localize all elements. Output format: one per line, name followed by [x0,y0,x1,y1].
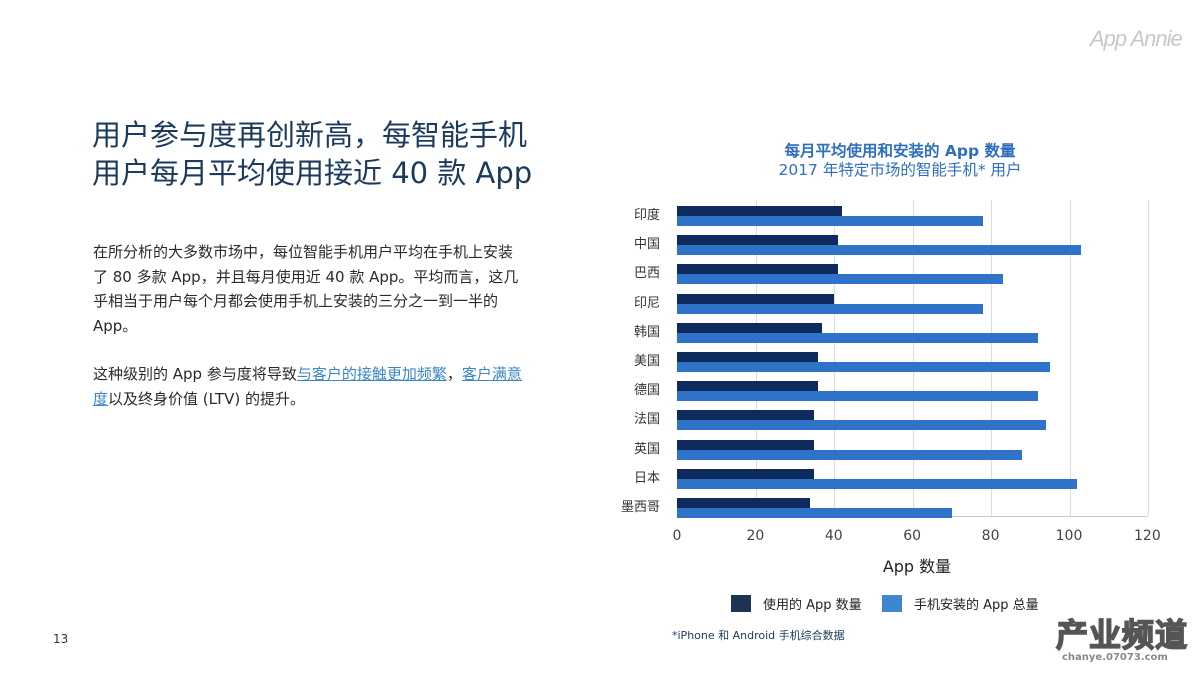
legend-item-used: 使用的 App 数量 [731,594,862,613]
legend-item-installed: 手机安装的 App 总量 [882,594,1039,613]
y-axis-label: 巴西 [633,266,660,282]
chart-title: 每月平均使用和安装的 App 数量 [784,142,1016,160]
x-tick-label: 40 [824,528,843,544]
x-tick-label: 80 [981,528,1000,544]
watermark-url: chanye.07073.com [1062,652,1168,663]
app-annie-logo: App Annie [1090,26,1183,51]
gridline [912,200,914,516]
bar-group [677,261,1148,287]
x-tick-label: 20 [746,528,765,544]
gridline [1148,200,1149,516]
title-line-1: 用户参与度再创新高，每智能手机 [92,118,528,152]
link-customer-satisfaction[interactable]: 客户满意度 [93,365,522,408]
bar-installed [677,420,1046,431]
page-number: 13 [53,632,69,646]
gridline [1069,200,1071,516]
legend-swatch-used [731,595,751,612]
bar-used [677,352,819,362]
y-axis-label: 法国 [633,412,660,428]
bar-group [677,437,1148,463]
y-axis-label: 中国 [633,237,660,253]
body-text: 在所分析的大多数市场中，每位智能手机用户平均在手机上安装了 80 多款 App，… [93,240,523,435]
y-axis-label: 印尼 [633,295,660,311]
bar-group [677,203,1148,229]
footnote: *iPhone 和 Android 手机综合数据 [672,629,845,642]
bar-installed [677,332,1039,343]
bar-installed [677,391,1039,402]
bar-group [677,320,1148,346]
bar-used [677,498,811,508]
y-axis-label: 墨西哥 [620,500,660,515]
bar-group [677,466,1148,492]
x-tick-label: 120 [1134,528,1161,544]
x-axis-label: App 数量 [882,557,952,576]
p2-comma: ， [446,365,462,383]
x-tick-label: 0 [672,528,682,544]
bar-installed [677,362,1050,372]
title-line-2: 用户每月平均使用接近 40 款 App [92,156,533,190]
legend-label-installed: 手机安装的 App 总量 [914,598,1039,613]
legend-label-used: 使用的 App 数量 [763,598,862,613]
link-customer-contact[interactable]: 与客户的接触更加频繁 [296,365,447,383]
bar-used [677,410,815,421]
x-tick-label: 60 [903,528,922,544]
bar-installed [677,274,1003,285]
bar-used [677,322,823,333]
bar-installed [677,508,952,518]
gridline [834,200,835,516]
y-axis-label: 英国 [633,441,660,457]
bar-installed [677,245,1082,256]
bar-group [677,349,1148,375]
gridline [991,200,992,516]
bar-installed [677,478,1078,489]
bar-used [677,206,842,216]
p2-text: 这种级别的 App 参与度将导致 [93,365,297,383]
bar-group [677,495,1148,521]
legend-swatch-installed [882,595,902,612]
bar-group [677,291,1148,317]
paragraph-1: 在所分析的大多数市场中，每位智能手机用户平均在手机上安装了 80 多款 App，… [93,243,519,335]
page-title: 用户参与度再创新高，每智能手机 用户每月平均使用接近 40 款 App [92,116,532,192]
y-axis-label: 德国 [633,383,660,399]
p2-text-end: 以及终身价值 (LTV) 的提升。 [108,389,305,408]
chart-subtitle: 2017 年特定市场的智能手机* 用户 [778,161,1022,179]
bar-used [677,468,815,479]
bar-used [677,381,819,392]
y-axis-label: 印度 [633,208,660,223]
bar-used [677,264,838,275]
bar-used [677,235,838,246]
bar-group [677,232,1148,258]
bar-used [677,293,834,304]
bar-used [677,439,815,450]
bar-chart-plot [677,200,1149,518]
bar-installed [677,303,984,314]
paragraph-2: 这种级别的 App 参与度将导致与客户的接触更加频繁，客户满意度以及终身价值 (… [93,362,523,411]
y-axis-label: 韩国 [633,324,660,340]
bar-group [677,378,1148,404]
bar-group [677,407,1148,433]
y-axis-label: 美国 [633,354,660,369]
watermark-logo: 产业频道 [1055,615,1189,655]
x-tick-label: 100 [1055,528,1083,544]
y-axis-label: 日本 [633,470,660,486]
bar-installed [677,449,1023,460]
bar-installed [677,216,984,226]
